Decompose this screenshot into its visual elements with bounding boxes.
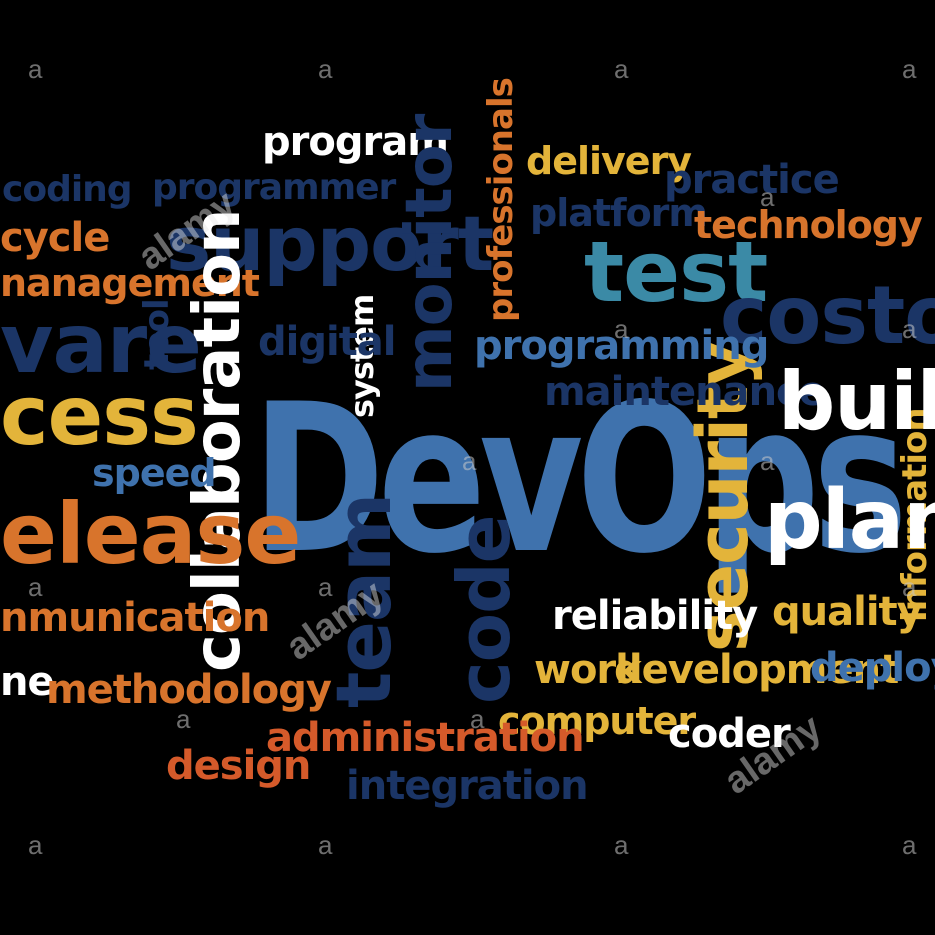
word-costomer: costome: [720, 269, 935, 362]
watermark-letter: a: [28, 830, 43, 860]
word-platform: platform: [530, 191, 708, 235]
watermark-letter: a: [760, 446, 775, 476]
word-maintenance: maintenance: [544, 369, 826, 415]
word-program: program: [262, 119, 449, 165]
word-coder: coder: [668, 711, 791, 757]
watermark-letter: a: [28, 54, 43, 84]
watermark-letter: a: [614, 314, 629, 344]
watermark-letter: a: [902, 54, 917, 84]
word-integration: integration: [346, 763, 589, 809]
watermark-letter: a: [614, 830, 629, 860]
word-support: support: [166, 199, 494, 288]
watermark-letter: a: [318, 572, 333, 602]
watermark-letter: a: [902, 572, 917, 602]
word-release: elease: [0, 485, 301, 583]
word-design: design: [166, 743, 311, 789]
watermark-letter: a: [470, 704, 485, 734]
word-monitor: monitor: [393, 114, 467, 392]
word-code: code: [442, 515, 526, 704]
word-programmer: programmer: [152, 167, 396, 208]
word-technology: technology: [694, 203, 923, 247]
word-test: test: [584, 223, 768, 321]
watermark-letter: a: [176, 704, 191, 734]
word-practice: practice: [664, 157, 840, 203]
watermark-letter: a: [318, 54, 333, 84]
watermark-letter: a: [28, 572, 43, 602]
word-line: ne: [0, 659, 55, 705]
word-professionals: professionals: [481, 78, 521, 322]
watermark-letter: a: [902, 314, 917, 344]
word-management: nanagement: [0, 261, 260, 305]
word-computer: computer: [498, 699, 696, 743]
word-build: build: [778, 355, 935, 448]
word-plan: plan: [764, 473, 935, 568]
word-digital: digital: [258, 319, 397, 365]
word-cycle: cycle: [0, 215, 110, 261]
word-quality: quality: [772, 589, 923, 635]
word-communication: nmunication: [0, 595, 270, 641]
word-administration: administration: [266, 715, 585, 761]
word-speed: speed: [92, 451, 217, 495]
word-programming: programming: [474, 323, 769, 369]
word-work: work: [534, 647, 642, 693]
word-devops: DevOps: [252, 361, 908, 599]
word-reliability: reliability: [552, 593, 758, 639]
watermark-letter: a: [462, 446, 477, 476]
word-development: development: [614, 647, 899, 693]
word-deploy: deploy: [810, 645, 935, 691]
watermark-letter: a: [614, 54, 629, 84]
word-ware: vare: [0, 297, 202, 392]
watermark-letter: a: [318, 830, 333, 860]
word-delivery: delivery: [526, 139, 692, 183]
word-process: cess: [0, 369, 199, 464]
word-coding: coding: [2, 169, 133, 210]
watermark-letter: a: [902, 830, 917, 860]
word-methodology: methodology: [46, 667, 332, 713]
watermark-letter: a: [760, 182, 775, 212]
